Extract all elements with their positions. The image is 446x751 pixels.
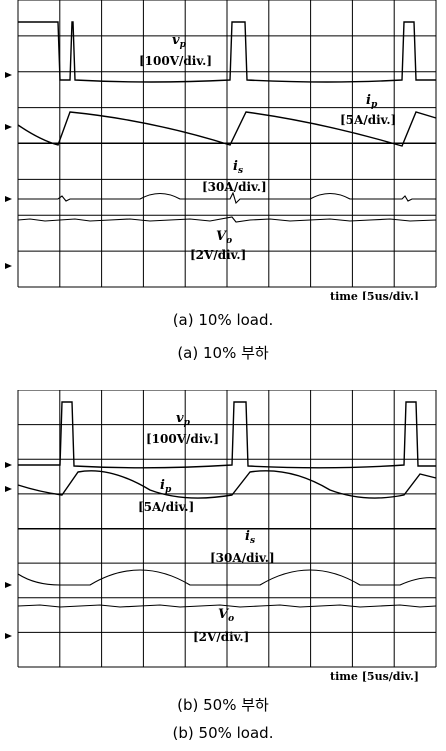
- marker-arrow: [5, 633, 12, 639]
- trace-is: [17, 569, 437, 586]
- caption-b-ko: (b) 50% 부하: [177, 696, 269, 714]
- grid-b: [17, 390, 437, 668]
- label-vo-scale: [2V/div.]: [193, 630, 249, 644]
- scope-panel-b: vp [100V/div.] ip [5A/div.] is [30A/div.…: [5, 390, 437, 683]
- label-ip-scale: [5A/div.]: [138, 500, 194, 514]
- trace-vo: [17, 604, 437, 608]
- label-is-symbol: is: [245, 529, 255, 546]
- marker-arrow: [5, 124, 12, 130]
- label-vp-symbol: vp: [172, 33, 187, 50]
- label-vo-scale: [2V/div.]: [190, 248, 246, 262]
- marker-arrow: [5, 486, 12, 492]
- trace-vo: [17, 216, 437, 223]
- marker-arrow: [5, 462, 12, 468]
- marker-arrow: [5, 196, 12, 202]
- label-vo-symbol: Vo: [216, 229, 232, 246]
- marker-arrow: [5, 263, 12, 269]
- time-label-b: time [5us/div.]: [330, 670, 419, 683]
- caption-a-en: (a) 10% load.: [172, 311, 274, 329]
- trace-vp: [18, 21, 436, 83]
- label-is-scale: [30A/div.]: [202, 180, 267, 194]
- time-label-a: time [5us/div.]: [330, 290, 419, 300]
- label-vp-scale: [100V/div.]: [146, 432, 219, 446]
- caption-a-ko: (a) 10% 부하: [177, 344, 269, 362]
- label-vp-symbol: vp: [176, 411, 191, 428]
- label-ip-symbol: ip: [160, 478, 172, 495]
- label-vp-scale: [100V/div.]: [139, 54, 212, 68]
- caption-b-en: (b) 50% load.: [172, 724, 274, 742]
- trace-is: [18, 191, 436, 205]
- label-is-symbol: is: [233, 159, 243, 176]
- label-ip-scale: [5A/div.]: [340, 113, 396, 127]
- trace-vp: [18, 401, 436, 469]
- scope-panel-a: vp [100V/div.] ip [5A/div.] is [30A/div.…: [5, 0, 437, 300]
- label-is-scale: [30A/div.]: [210, 551, 275, 565]
- trace-ip: [17, 470, 437, 499]
- label-vo-symbol: Vo: [218, 607, 234, 624]
- trace-ip: [17, 111, 437, 147]
- marker-arrow: [5, 582, 12, 588]
- label-ip-symbol: ip: [366, 93, 378, 110]
- marker-arrow: [5, 72, 12, 78]
- grid-a: [17, 0, 437, 288]
